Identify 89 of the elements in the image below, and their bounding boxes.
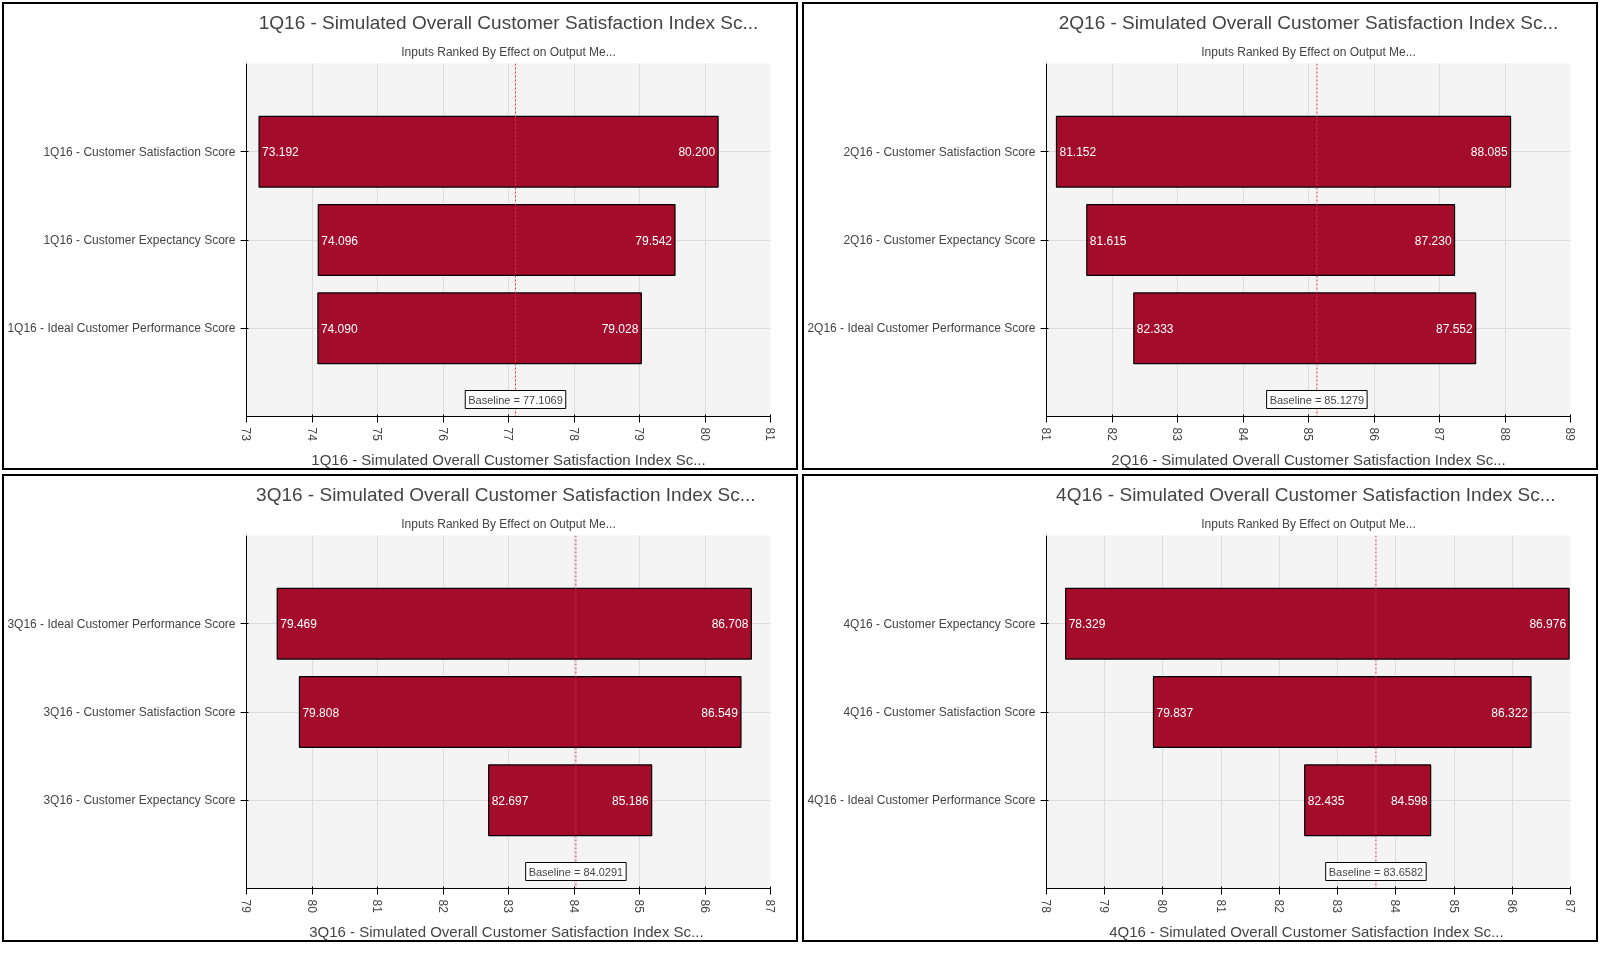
y-tick-label: 4Q16 - Ideal Customer Performance Score <box>807 793 1036 808</box>
x-tick-label: 85 <box>1446 899 1461 914</box>
y-tick-label: 1Q16 - Ideal Customer Performance Score <box>7 321 236 336</box>
chart-title: 1Q16 - Simulated Overall Customer Satisfaction Index Sc... <box>258 11 759 33</box>
annotation: 88.085 <box>1470 145 1508 160</box>
x-tick-label: 81 <box>370 899 384 914</box>
y-tick-label: 2Q16 - Customer Satisfaction Score <box>843 144 1036 159</box>
x-tick-label: 84 <box>566 899 581 914</box>
x-tick-label: 88 <box>1497 427 1512 442</box>
ref-line-label: Baseline = 83.6582 <box>1328 865 1424 878</box>
y-tick-label: 4Q16 - Customer Satisfaction Score <box>843 705 1036 719</box>
x-tick-label: 73 <box>239 427 253 442</box>
x-tick-label: 81 <box>1039 427 1053 442</box>
chart-title: 2Q16 - Simulated Overall Customer Satisfaction Index Sc... <box>1058 11 1559 33</box>
x-tick-label: 76 <box>435 427 450 442</box>
annotation: 73.192 <box>262 145 300 160</box>
x-tick-label: 78 <box>1039 899 1053 914</box>
x-tick-label: 81 <box>763 427 777 442</box>
x-tick-label: 74 <box>304 427 319 442</box>
x-tick-label: 80 <box>1155 899 1170 914</box>
x-tick-label: 82 <box>435 899 450 914</box>
annotation: 86.322 <box>1491 705 1529 720</box>
x-tick-label: 79 <box>632 427 646 442</box>
x-tick-label: 80 <box>697 427 712 442</box>
ref-line-label: Baseline = 85.1279 <box>1269 393 1365 406</box>
chart-subtitle: Inputs Ranked By Effect on Output Me... <box>1201 44 1416 59</box>
annotation: 78.329 <box>1068 617 1106 632</box>
y-tick-label: 4Q16 - Customer Expectancy Score <box>843 616 1036 631</box>
y-tick-label: 2Q16 - Ideal Customer Performance Score <box>807 321 1036 336</box>
x-tick-label: 84 <box>1235 427 1250 442</box>
annotation: 82.435 <box>1307 793 1345 808</box>
annotation: 85.186 <box>611 793 650 808</box>
x-tick-label: 83 <box>1330 899 1345 914</box>
chart-subtitle: Inputs Ranked By Effect on Output Me... <box>1201 516 1416 531</box>
y-tick-label: 3Q16 - Ideal Customer Performance Score <box>7 616 236 631</box>
x-tick-label: 85 <box>632 899 646 914</box>
x-axis-title: 4Q16 - Simulated Overall Customer Satisfaction Index Sc... <box>1109 922 1504 940</box>
annotation: 82.333 <box>1136 321 1174 336</box>
x-tick-label: 86 <box>1366 427 1381 442</box>
x-tick-label: 79 <box>1097 899 1112 914</box>
annotation: 81.615 <box>1089 233 1127 248</box>
x-tick-label: 83 <box>501 899 515 914</box>
x-tick-label: 80 <box>304 899 319 914</box>
ref-line-label: Baseline = 77.1069 <box>468 393 563 406</box>
annotation: 81.152 <box>1059 145 1097 160</box>
x-tick-label: 81 <box>1213 899 1228 914</box>
x-tick-label: 87 <box>1563 899 1577 914</box>
annotation: 84.598 <box>1390 793 1428 808</box>
x-tick-label: 82 <box>1271 899 1286 914</box>
annotation: 82.697 <box>491 793 529 808</box>
x-tick-label: 87 <box>763 899 777 914</box>
x-tick-label: 78 <box>566 427 581 442</box>
x-axis-title: 1Q16 - Simulated Overall Customer Satisfaction Index Sc... <box>311 450 706 468</box>
chart-subtitle: Inputs Ranked By Effect on Output Me... <box>401 44 616 59</box>
x-tick-label: 85 <box>1301 427 1315 442</box>
x-tick-label: 87 <box>1432 427 1446 442</box>
y-tick-label: 3Q16 - Customer Satisfaction Score <box>43 705 236 719</box>
annotation: 87.230 <box>1414 233 1452 248</box>
chart-title: 4Q16 - Simulated Overall Customer Satisfaction Index Sc... <box>1056 483 1556 505</box>
x-tick-label: 79 <box>239 899 253 914</box>
x-axis-title: 3Q16 - Simulated Overall Customer Satisfaction Index Sc... <box>309 922 704 940</box>
x-axis-title: 2Q16 - Simulated Overall Customer Satisfaction Index Sc... <box>1111 450 1506 468</box>
y-tick-label: 1Q16 - Customer Satisfaction Score <box>43 144 236 159</box>
annotation: 74.090 <box>320 321 358 336</box>
annotation: 79.542 <box>635 233 673 248</box>
y-tick-label: 2Q16 - Customer Expectancy Score <box>843 233 1036 247</box>
chart-title: 3Q16 - Simulated Overall Customer Satisfaction Index Sc... <box>256 483 756 505</box>
annotation: 79.469 <box>280 617 318 632</box>
annotation: 80.200 <box>678 145 716 160</box>
x-tick-label: 86 <box>1504 899 1519 914</box>
annotation: 87.552 <box>1435 321 1473 336</box>
x-tick-label: 86 <box>697 899 712 914</box>
x-tick-label: 75 <box>370 427 384 442</box>
x-tick-label: 84 <box>1388 899 1403 914</box>
x-tick-label: 77 <box>501 427 515 442</box>
ref-line-label: Baseline = 84.0291 <box>528 865 624 878</box>
annotation: 86.549 <box>701 705 739 720</box>
annotation: 86.976 <box>1529 617 1567 632</box>
x-tick-label: 82 <box>1104 427 1119 442</box>
chart-subtitle: Inputs Ranked By Effect on Output Me... <box>401 516 616 531</box>
annotation: 74.096 <box>321 233 359 248</box>
annotation: 79.028 <box>601 321 639 336</box>
y-tick-label: 1Q16 - Customer Expectancy Score <box>43 233 236 247</box>
annotation: 79.808 <box>302 705 340 720</box>
x-tick-label: 83 <box>1170 427 1184 442</box>
annotation: 79.837 <box>1156 705 1194 720</box>
x-tick-label: 89 <box>1563 427 1577 442</box>
annotation: 86.708 <box>711 617 749 632</box>
y-tick-label: 3Q16 - Customer Expectancy Score <box>43 793 236 808</box>
